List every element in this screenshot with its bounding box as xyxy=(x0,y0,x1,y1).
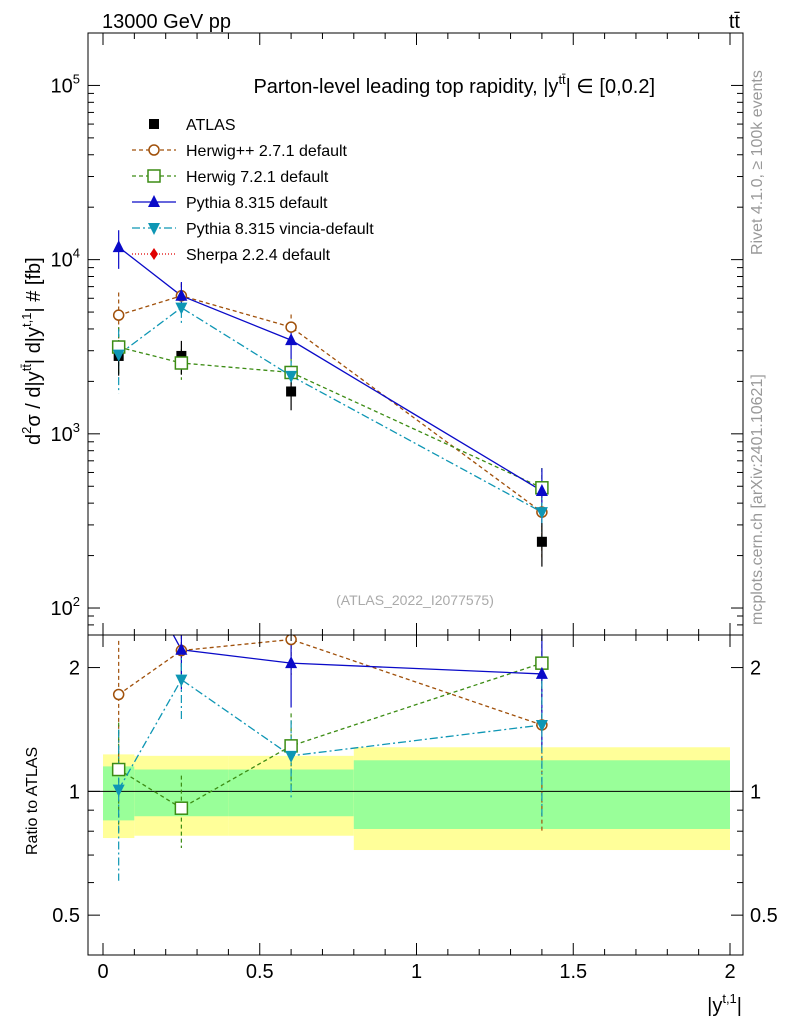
y-tick-base: 10 xyxy=(51,250,73,272)
energy-label: 13000 GeV pp xyxy=(102,11,231,33)
ratio-tick-label-left: 0.5 xyxy=(52,905,80,927)
ratio-marker xyxy=(112,784,125,797)
legend-marker xyxy=(148,144,160,156)
series-marker xyxy=(175,288,188,301)
plot-title-main: Parton-level leading top rapidity, |y xyxy=(253,76,558,98)
ratio-marker xyxy=(113,528,125,540)
data-point xyxy=(176,350,187,361)
series-marker xyxy=(112,240,125,253)
legend-marker xyxy=(150,248,158,260)
y-tick-label: 105 xyxy=(51,71,80,97)
ratio-marker xyxy=(111,762,126,777)
legend-label: Sherpa 2.2.4 default xyxy=(186,247,331,264)
ratio-panel xyxy=(111,528,549,881)
y-tick-exp: 5 xyxy=(73,71,80,86)
x-tick-label: 0 xyxy=(97,961,108,983)
plot-title: Parton-level leading top rapidity, |ytt̄… xyxy=(253,72,655,98)
ratio-series-line xyxy=(172,635,542,675)
ylabel-b-sup: tt̄ xyxy=(19,364,34,372)
ratio-marker xyxy=(284,739,298,753)
series-line xyxy=(118,346,543,489)
series-marker xyxy=(112,349,125,362)
ylabel-c: | d|y xyxy=(23,327,45,364)
series-marker xyxy=(285,333,298,346)
x-tick-label: 0.5 xyxy=(246,961,274,983)
ylabel-a: d xyxy=(23,434,45,445)
series-line xyxy=(118,295,543,513)
main-panel xyxy=(111,230,549,567)
plot-title-tail: | ∈ [0,0.2] xyxy=(566,76,655,98)
ratio-series-line xyxy=(118,678,542,790)
series-marker xyxy=(174,356,189,370)
x-tick-label: 1 xyxy=(411,961,422,983)
ratio-series-line xyxy=(118,638,543,726)
process-label: tt̄ xyxy=(729,11,741,33)
xlabel-sup: t,1 xyxy=(722,991,736,1006)
y-tick-exp: 3 xyxy=(73,420,80,435)
ratio-marker xyxy=(174,801,189,815)
y-axis-label: d2σ / d|ytt̄| d|yt,1| # [fb] xyxy=(19,257,45,445)
xlabel-tail: | xyxy=(737,995,742,1017)
ratio-tick-label-right: 0.5 xyxy=(750,905,778,927)
y-tick-label: 102 xyxy=(51,594,80,620)
legend-marker xyxy=(147,169,161,183)
x-tick-label: 2 xyxy=(724,961,735,983)
ratio-marker xyxy=(535,666,548,679)
ylabel-c-sup: t,1 xyxy=(19,313,34,327)
xlabel-main: |y xyxy=(707,995,722,1017)
y-tick-base: 10 xyxy=(51,75,73,97)
y-tick-base: 10 xyxy=(51,598,73,620)
y-tick-label: 104 xyxy=(51,246,80,272)
ratio-uncertainty-bands xyxy=(88,747,743,851)
legend-label: Herwig 7.2.1 default xyxy=(186,169,329,186)
series-marker xyxy=(112,309,125,321)
legend: ATLAS Herwig++ 2.7.1 default Herwig 7.2.1 … xyxy=(132,117,374,264)
y-tick-exp: 2 xyxy=(73,594,80,609)
legend-label: ATLAS xyxy=(186,117,236,134)
series-marker xyxy=(535,507,548,520)
y-tick-exp: 4 xyxy=(73,246,80,261)
ratio-tick-label-left: 1 xyxy=(69,781,80,803)
mcplots-label: mcplots.cern.ch [arXiv:2401.10621] xyxy=(749,374,766,625)
y-tick-label: 103 xyxy=(51,420,80,446)
legend-marker xyxy=(149,119,159,129)
series-line xyxy=(118,306,543,513)
ylabel-d: | # [fb] xyxy=(23,257,45,312)
legend-label: Herwig++ 2.7.1 default xyxy=(186,143,348,160)
ratio-tick-label-left: 2 xyxy=(69,658,80,680)
ratio-marker xyxy=(112,688,125,701)
ratio-y-axis-label: Ratio to ATLAS xyxy=(24,747,41,855)
data-point xyxy=(536,536,547,547)
x-axis-label: |yt,1| xyxy=(707,991,742,1017)
series-marker xyxy=(175,302,188,315)
ratio-marker xyxy=(285,656,298,669)
data-point xyxy=(286,386,297,397)
ratio-frame xyxy=(87,634,744,956)
legend-marker xyxy=(148,195,160,207)
ylabel-a-sup: 2 xyxy=(19,427,34,434)
ratio-marker xyxy=(175,674,188,687)
x-tick-label: 1.5 xyxy=(559,961,587,983)
series-marker xyxy=(285,370,298,383)
series-marker xyxy=(535,483,548,496)
ratio-tick-label-right: 2 xyxy=(750,658,761,680)
series-marker xyxy=(285,321,297,333)
ratio-marker xyxy=(285,750,298,763)
ylabel-b: σ / d|y xyxy=(23,371,45,426)
legend-label: Pythia 8.315 default xyxy=(186,195,328,212)
analysis-id: (ATLAS_2022_I2077575) xyxy=(336,592,494,608)
legend-marker xyxy=(148,223,160,235)
plot-title-sup: tt̄ xyxy=(558,72,566,87)
series-line xyxy=(118,246,543,492)
ratio-tick-label-right: 1 xyxy=(750,781,761,803)
ratio-marker xyxy=(175,642,188,655)
ratio-marker xyxy=(535,719,548,732)
legend-label: Pythia 8.315 vincia-default xyxy=(186,221,374,238)
ratio-series-line xyxy=(118,662,543,809)
y-tick-base: 10 xyxy=(51,424,73,446)
rivet-label: Rivet 4.1.0, ≥ 100k events xyxy=(749,70,766,255)
